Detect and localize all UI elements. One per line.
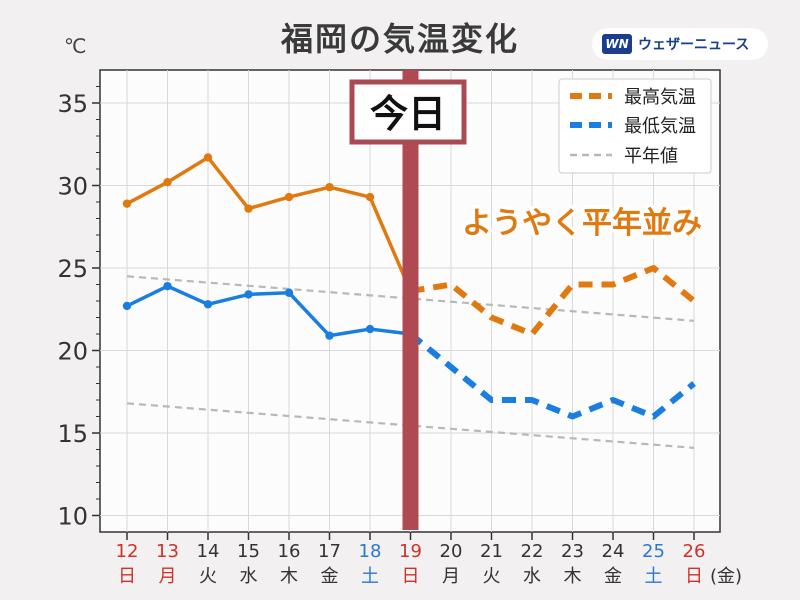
x-tick-weekday: 火	[199, 566, 217, 587]
high-observed-point	[325, 182, 334, 192]
legend-label-low: 最低気温	[624, 116, 696, 137]
x-tick-weekday: 水	[523, 566, 541, 587]
high-observed-point	[163, 178, 172, 187]
x-tick-day-number: 18	[359, 541, 382, 562]
low-observed-line	[126, 284, 411, 338]
x-tick-day-number: 20	[440, 541, 463, 562]
y-tick-label: 15	[57, 420, 88, 448]
high-observed-point	[284, 192, 294, 202]
x-axis-weekday-suffix: (金)	[710, 566, 742, 587]
x-tick-day-number: 21	[480, 541, 503, 562]
series-layer	[122, 153, 696, 420]
x-tick-weekday: 木	[280, 566, 298, 587]
high-observed-point	[122, 199, 132, 208]
x-tick-weekday: 日	[118, 566, 136, 587]
y-axis-unit: ℃	[64, 34, 87, 58]
low-observed-point	[122, 301, 132, 311]
y-tick-label: 20	[57, 338, 88, 366]
x-tick-weekday: 土	[361, 566, 379, 587]
x-tick-day-number: 14	[197, 541, 220, 562]
x-tick-day-number: 15	[237, 541, 260, 562]
legend-box	[558, 78, 712, 174]
x-tick-day-number: 12	[116, 541, 139, 562]
weathernews-logo: WN ウェザーニュース	[592, 28, 768, 60]
high-observed-point	[365, 192, 375, 202]
y-tick-label: 25	[57, 255, 88, 283]
low-observed-point	[244, 290, 253, 299]
x-axis-labels: 12日13月14火15水16木17金18土19日20月21火22水23木24金2…	[116, 541, 743, 587]
y-tick-label: 35	[57, 90, 88, 118]
x-tick-weekday: 土	[645, 566, 663, 587]
normal-high-line	[126, 275, 695, 322]
high-observed-line	[126, 155, 413, 292]
x-tick-weekday: 木	[564, 566, 582, 587]
x-tick-day-number: 13	[156, 541, 179, 562]
today-label-box	[349, 79, 467, 145]
today-marker-bar	[402, 70, 419, 530]
high-observed-point	[244, 204, 253, 213]
x-tick-weekday: 月	[159, 566, 177, 587]
x-tick-day-number: 16	[278, 541, 301, 562]
y-tick-label: 10	[57, 503, 88, 531]
legend-label-high: 最高気温	[624, 87, 696, 108]
x-tick-weekday: 日	[402, 566, 420, 587]
annotation-text: ようやく平年並み	[462, 206, 702, 241]
logo-mark: WN	[602, 34, 632, 54]
legend: 最高気温 最低気温 平年値	[558, 78, 712, 174]
high-forecast-line	[410, 265, 696, 337]
axis-ticks: 10 15 20 25 30 35	[57, 86, 695, 540]
low-forecast-line	[408, 331, 696, 420]
x-tick-day-number: 22	[521, 541, 544, 562]
today-label: 今日	[370, 92, 446, 136]
normal-low-line	[126, 402, 695, 449]
x-tick-weekday: 月	[442, 566, 460, 587]
high-observed-point	[203, 153, 213, 162]
x-tick-weekday: 水	[240, 566, 258, 587]
low-observed-point	[325, 331, 334, 340]
x-tick-day-number: 23	[561, 541, 584, 562]
x-tick-day-number: 26	[683, 541, 706, 562]
low-observed-point	[163, 281, 172, 291]
x-tick-weekday: 火	[483, 566, 501, 587]
low-observed-point	[365, 324, 375, 334]
x-tick-weekday: 金	[604, 566, 622, 587]
x-tick-day-number: 19	[399, 541, 422, 562]
x-tick-weekday: 日	[685, 566, 703, 587]
y-tick-label: 30	[57, 173, 88, 201]
logo-text: ウェザーニュース	[638, 37, 750, 53]
x-tick-day-number: 17	[318, 541, 341, 562]
low-observed-point	[203, 300, 213, 309]
x-tick-weekday: 金	[321, 566, 339, 587]
normal-lines	[126, 275, 695, 449]
low-observed-point	[284, 288, 294, 297]
x-tick-day-number: 24	[602, 541, 625, 562]
x-tick-day-number: 25	[642, 541, 665, 562]
legend-label-normal: 平年値	[624, 146, 678, 167]
chart-title: 福岡の気温変化	[280, 20, 519, 58]
